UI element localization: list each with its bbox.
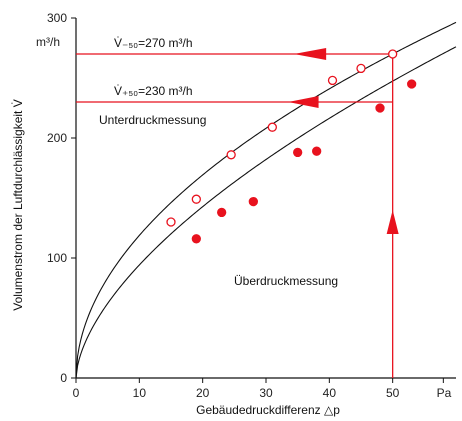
- arrow-left-icon: [288, 96, 319, 108]
- x-axis-label: Gebäudedruckdifferenz △p: [196, 403, 340, 417]
- reference-lines: [76, 48, 399, 378]
- y-tick-label: 100: [47, 251, 67, 265]
- x-tick-label: 50: [386, 386, 400, 400]
- unterdruck-point: [267, 122, 277, 132]
- x-tick-label: 10: [133, 386, 147, 400]
- unterdruck-point: [356, 63, 366, 74]
- y-tick-label: 0: [60, 371, 67, 385]
- y-axis-label: Volumenstrom der Luftdurchlässigkeit V̇: [11, 99, 25, 310]
- axes: 0 10 20 30 40 50 0 100 200 300: [47, 11, 456, 400]
- ueberdruck-point: [407, 79, 417, 89]
- x-tick-label: 20: [196, 386, 210, 400]
- ueberdruck-point: [312, 146, 322, 156]
- ueberdruck-point: [293, 147, 303, 158]
- arrow-left-icon: [293, 48, 327, 60]
- y-tick-label: 200: [47, 131, 67, 145]
- y-axis-unit: m³/h: [36, 35, 60, 49]
- unterdruck-point: [388, 49, 398, 59]
- data-points: [166, 49, 417, 244]
- ueberdruck-point: [248, 196, 258, 207]
- x-tick-label: 30: [259, 386, 273, 400]
- fit-curve-unterdruck: [75, 21, 457, 379]
- ueberdruck-point: [217, 207, 227, 218]
- vplus50-annotation: V̇₊₅₀=230 m³/h: [114, 84, 193, 98]
- x-tick-label: 40: [323, 386, 337, 400]
- unterdruck-point: [191, 194, 201, 204]
- ueberdruck-point: [191, 234, 201, 244]
- ueberdruck-series-label: Überdruckmessung: [234, 274, 338, 288]
- ueberdruck-point: [375, 103, 385, 113]
- unterdruck-series-label: Unterdruckmessung: [99, 113, 206, 127]
- v50-annotation: V̇₋₅₀=270 m³/h: [114, 36, 193, 50]
- unterdruck-point: [166, 217, 176, 227]
- x-tick-label: 0: [73, 386, 80, 400]
- y-tick-label: 300: [47, 11, 67, 25]
- fit-curves: [75, 21, 457, 379]
- arrow-up-icon: [386, 210, 399, 234]
- unterdruck-point: [327, 75, 338, 86]
- unterdruck-point: [226, 150, 236, 160]
- x-axis-unit: Pa: [437, 386, 452, 400]
